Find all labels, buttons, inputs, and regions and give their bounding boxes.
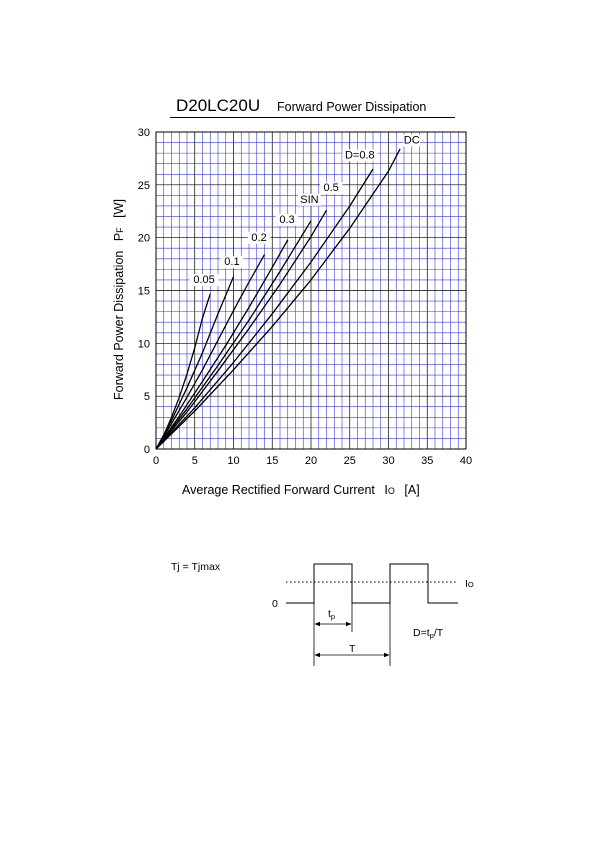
y-tick-label: 30	[138, 127, 150, 139]
curve-label: SIN	[300, 194, 318, 206]
x-tick-label: 35	[421, 455, 433, 467]
chart-title-block: D20LC20U Forward Power Dissipation	[170, 96, 455, 118]
curve-label-bg	[298, 193, 321, 206]
series-line	[155, 276, 235, 450]
series-line	[155, 239, 289, 450]
x-tick-label: 15	[266, 455, 278, 467]
tick-labels: 0 5 10 15 20 25 30 35 40 0 5 10 15 20 25 30	[138, 127, 472, 467]
x-tick-label: 20	[305, 455, 317, 467]
x-tick-label: 10	[227, 455, 239, 467]
series-line	[155, 148, 401, 450]
curve-label-bg	[319, 182, 343, 195]
period-label: T	[349, 643, 356, 655]
x-tick-label: 40	[460, 455, 472, 467]
curve-label: 0.05	[193, 274, 214, 286]
curve-label: 0.3	[279, 214, 294, 226]
curve-label-bg	[220, 256, 244, 269]
chart-subtitle: Forward Power Dissipation	[277, 100, 427, 114]
x-axis-label: Average Rectified Forward Current IO [A]	[182, 483, 420, 497]
average-current-label: IO	[465, 578, 474, 590]
curve-label: 0.1	[224, 256, 239, 268]
y-axis-label: Forward Power Dissipation PF [W]	[112, 199, 126, 400]
series-line	[155, 254, 266, 450]
zero-level-label: 0	[272, 598, 278, 610]
y-tick-label: 0	[144, 444, 150, 456]
curve-label: 0.5	[324, 182, 339, 194]
plot-frame	[155, 131, 467, 450]
y-tick-label: 5	[144, 391, 150, 403]
duty-formula: D=tp/T	[413, 627, 444, 640]
pulse-waveform	[286, 563, 458, 604]
curve-label-bg	[275, 213, 299, 226]
curve-label: DC	[404, 135, 420, 147]
curve-label: D=0.8	[345, 149, 375, 161]
y-tick-label: 25	[138, 180, 150, 192]
chart-title: D20LC20U	[176, 96, 261, 115]
curve-label-bg	[403, 134, 420, 147]
series-line	[155, 168, 374, 450]
x-tick-label: 30	[382, 455, 394, 467]
title-underline	[170, 117, 455, 118]
y-tick-label: 10	[138, 338, 150, 350]
x-tick-label: 25	[344, 455, 356, 467]
curve-group	[155, 148, 401, 450]
x-tick-label: 5	[192, 455, 198, 467]
chart-grid	[156, 132, 466, 449]
curve-label-group: 0.05 0.1 0.2 0.3 SIN 0.5 D=0.8 DC	[189, 134, 420, 287]
series-line	[155, 220, 312, 450]
series-line	[155, 209, 328, 450]
curve-label-bg	[189, 274, 219, 287]
x-tick-label: 0	[153, 455, 159, 467]
curve-label-bg	[247, 231, 271, 244]
curve-label-bg	[342, 149, 378, 162]
y-tick-label: 20	[138, 233, 150, 245]
curve-label: 0.2	[251, 232, 266, 244]
tp-label: tp	[328, 608, 335, 621]
y-tick-label: 15	[138, 286, 150, 298]
tj-condition: Tj = Tjmax	[171, 561, 221, 573]
